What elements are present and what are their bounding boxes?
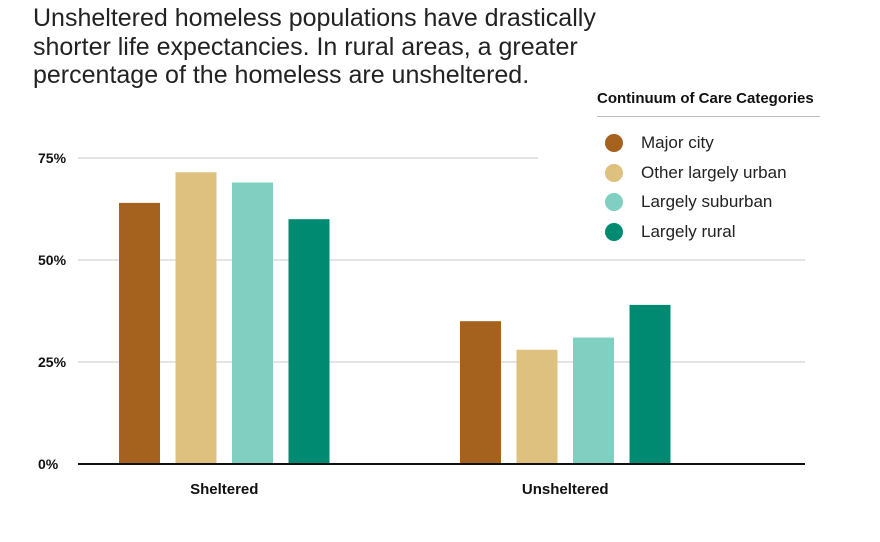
legend-swatch [605, 193, 623, 211]
bar [629, 304, 671, 464]
chart-title-line: Unsheltered homeless populations have dr… [33, 4, 596, 32]
legend-label: Largely suburban [641, 192, 773, 211]
y-tick-label: 75% [38, 150, 67, 166]
bar [573, 337, 614, 464]
bar [460, 321, 501, 464]
legend-swatch [605, 134, 623, 152]
x-tick-label: Unsheltered [522, 481, 609, 498]
y-tick-label: 25% [38, 354, 67, 370]
legend-swatch [605, 222, 623, 241]
legend-label: Largely rural [641, 221, 736, 241]
legend-label: Other largely urban [641, 162, 787, 182]
bar [119, 202, 160, 464]
legend-label: Major city [641, 133, 714, 152]
y-tick-label: 0% [38, 456, 59, 472]
legend-title: Continuum of Care Categories [597, 90, 814, 107]
bar [288, 219, 330, 464]
chart-title-line: percentage of the homeless are unshelter… [33, 61, 530, 89]
bar [516, 349, 558, 464]
x-tick-label: Sheltered [190, 481, 258, 498]
bar [175, 172, 217, 464]
chart-title: Unsheltered homeless populations have dr… [33, 4, 673, 90]
chart-title-line: shorter life expectancies. In rural area… [33, 32, 578, 61]
legend-divider [597, 116, 820, 117]
bar [232, 182, 273, 465]
legend-swatch [605, 163, 623, 182]
y-tick-label: 50% [38, 252, 67, 268]
